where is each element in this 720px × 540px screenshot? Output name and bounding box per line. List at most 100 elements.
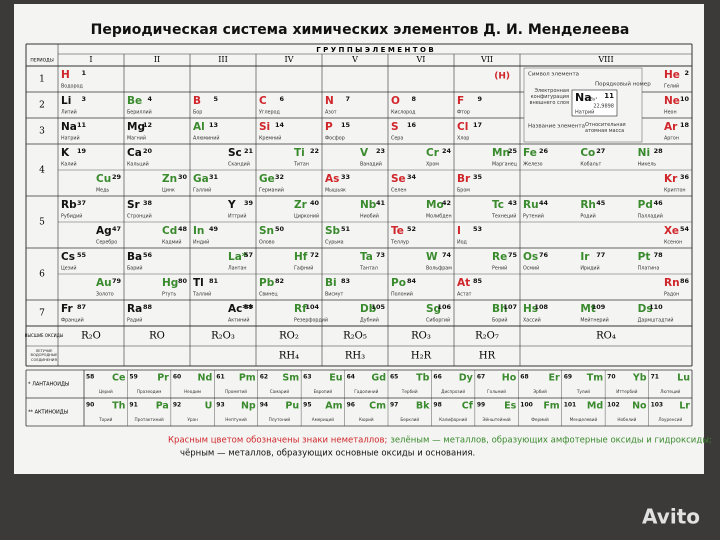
atomic-number: 73	[376, 251, 385, 259]
element-name: Селен	[391, 188, 406, 194]
element-symbol: Cr	[426, 147, 440, 159]
atomic-number: 97	[390, 402, 398, 409]
element-symbol: Cd	[162, 225, 177, 237]
atomic-number: 87	[77, 303, 86, 311]
period-label: 4	[39, 166, 45, 176]
element-name: Рубидий	[61, 213, 82, 220]
atomic-number: 6	[279, 95, 284, 103]
atomic-number: 104	[305, 303, 319, 311]
atomic-number: 23	[376, 147, 385, 155]
group-label: II	[154, 55, 160, 64]
element-symbol: S	[391, 121, 399, 133]
atomic-number: 7	[345, 95, 350, 103]
element-name: Бром	[457, 188, 470, 194]
atomic-number: 110	[649, 303, 663, 311]
element-name: Азот	[325, 110, 337, 116]
series-label: * ЛАНТАНОИДЫ	[28, 382, 69, 388]
oxide-formula: R₂O	[81, 331, 101, 342]
hydride-formula: H₂R	[411, 351, 432, 362]
element-name: Родий	[580, 213, 595, 220]
oxides-label: ВЫСШИЕ ОКСИДЫ	[25, 333, 64, 338]
element-name: Диспрозий	[441, 389, 465, 394]
element-symbol: Ta	[360, 251, 373, 263]
element-symbol: Al	[193, 121, 205, 133]
element-name: Барий	[127, 265, 143, 272]
element-name: Хром	[426, 162, 439, 168]
element-name: Скандий	[228, 161, 250, 168]
element-symbol: Fm	[543, 401, 559, 412]
atomic-number: 2	[684, 69, 689, 77]
legend-config: 3s¹	[590, 97, 597, 103]
atomic-number: 22	[310, 147, 319, 155]
element-symbol: V	[360, 147, 369, 159]
element-name: Висмут	[325, 292, 344, 298]
atomic-number: 11	[77, 121, 87, 129]
atomic-number: 62	[260, 374, 268, 381]
atomic-number: 69	[564, 374, 572, 381]
legend-text: Название элемента	[528, 124, 585, 130]
element-name: Эйнштейний	[483, 417, 511, 422]
atomic-number: 56	[143, 251, 153, 259]
element-name: Церий	[99, 389, 113, 394]
element-symbol: Rb	[61, 199, 77, 211]
element-symbol: Bk	[416, 401, 430, 412]
atomic-number: 78	[654, 251, 664, 259]
element-symbol: Po	[391, 277, 406, 289]
element-symbol: Au	[96, 277, 112, 289]
element-name: Кислород	[391, 110, 416, 116]
atomic-number: 81	[209, 277, 219, 285]
element-symbol: Sr	[127, 199, 141, 211]
atomic-number: 52	[407, 225, 416, 233]
element-name: Аргон	[664, 136, 679, 142]
atomic-number: 4	[147, 95, 152, 103]
element-symbol: Ru	[523, 199, 539, 211]
series-label: ** АКТИНОИДЫ	[28, 410, 68, 416]
legend-text: Относительная атомная масса	[585, 122, 626, 134]
element-symbol: Cm	[369, 401, 386, 412]
element-name: Гадолиний	[354, 389, 378, 394]
element-name: Германий	[259, 187, 284, 194]
element-symbol: Ca	[127, 147, 142, 159]
atomic-number: 75	[508, 251, 518, 259]
element-name: Сурьма	[325, 240, 344, 246]
atomic-number: 94	[260, 402, 268, 409]
atomic-number: 106	[437, 303, 451, 311]
element-symbol: Es	[504, 401, 516, 412]
element-name: Борий	[492, 317, 508, 324]
atomic-number: 35	[473, 173, 483, 181]
element-name: Таллий	[192, 291, 211, 298]
atomic-number: 48	[178, 225, 188, 233]
element-symbol: Am	[325, 401, 342, 412]
element-symbol: Bh	[492, 303, 507, 315]
atomic-number: 99	[477, 402, 485, 409]
atomic-number: 18	[680, 121, 690, 129]
element-name: Менделевий	[570, 417, 598, 422]
element-symbol: Mn	[492, 147, 510, 159]
oxide-formula: R₂O₅	[343, 331, 367, 342]
element-name: Молибден	[426, 214, 452, 220]
group-label: IV	[285, 55, 294, 64]
element-symbol: Ga	[193, 173, 209, 185]
element-name: Дармштадтий	[638, 317, 674, 324]
element-name: Берклий	[400, 417, 419, 422]
element-symbol: Si	[259, 121, 270, 133]
atomic-number: 64	[347, 374, 355, 381]
atomic-number: 42	[442, 199, 451, 207]
element-name: Тантал	[359, 266, 378, 272]
element-name: Бор	[193, 110, 202, 116]
atomic-number: 25	[508, 147, 518, 155]
element-symbol: Pt	[638, 251, 651, 263]
atomic-number: 41	[376, 199, 386, 207]
element-symbol: Np	[241, 401, 256, 412]
element-name: Неон	[664, 110, 677, 116]
element-name: Ртуть	[162, 292, 176, 298]
element-symbol: Gd	[371, 373, 386, 384]
element-symbol: Ce	[112, 373, 125, 384]
atomic-number: 66	[433, 374, 441, 381]
element-symbol: Pb	[259, 277, 275, 289]
element-symbol: Hs	[523, 303, 538, 315]
groups-header: Г Р У П П Ы Э Л Е М Е Н Т О В	[316, 46, 433, 54]
element-name: Натрий	[61, 135, 80, 142]
